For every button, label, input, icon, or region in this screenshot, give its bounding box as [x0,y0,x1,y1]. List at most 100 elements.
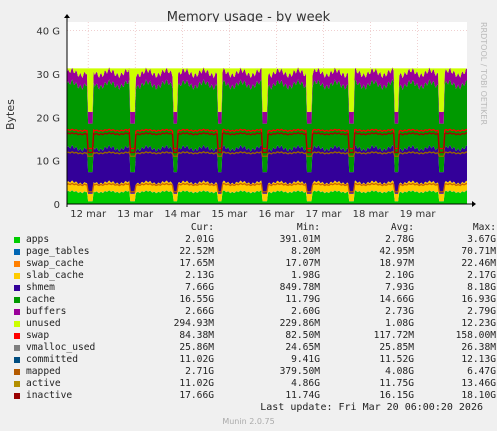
legend-max-value: 22.46M [461,258,496,269]
legend-min-value: 4.86G [291,378,320,389]
legend-min-value: 229.86M [279,318,320,329]
legend-cur-value: 2.66G [185,306,214,317]
legend-swatch [14,357,20,363]
legend-swatch [14,273,20,279]
legend-max-value: 158.00M [455,330,496,341]
legend-max-value: 3.67G [467,234,496,245]
series-lines [66,128,468,193]
legend-row-swap-cache: swap_cache 17.65M 17.07M 18.97M 22.46M [14,258,496,270]
legend-max-value: 12.23G [461,318,496,329]
legend-max-value: 70.71M [461,246,496,257]
legend-header-min: Min: [296,222,320,233]
legend-avg-value: 7.93G [385,282,414,293]
legend-swatch [14,345,20,351]
legend-swatch [14,393,20,399]
legend-row-vmalloc-used: vmalloc_used 25.86M 24.65M 25.85M 26.38M [14,342,496,354]
x-tick-label: 16 mar [258,209,295,220]
area-buffers [67,67,467,124]
y-tick-label: 20 G [36,113,60,124]
legend-swatch [14,237,20,243]
legend-series-name: active [26,378,61,389]
legend-series-name: committed [26,354,78,365]
legend-avg-value: 25.85M [379,342,414,353]
legend-series-name: inactive [26,390,73,401]
legend-avg-value: 117.72M [373,330,414,341]
last-update: Last update: Fri Mar 20 06:00:20 2026 [260,402,483,413]
legend-header: Cur: Min: Avg: Max: [14,222,496,234]
legend-row-committed: committed 11.02G 9.41G 11.52G 12.13G [14,354,496,366]
legend-cur-value: 294.93M [173,318,214,329]
legend-min-value: 24.65M [285,342,320,353]
legend-avg-value: 16.15G [379,390,414,401]
x-tick-label: 19 mar [400,209,437,220]
legend-swatch [14,369,20,375]
legend-row-page-tables: page_tables 22.52M 8.20M 42.95M 70.71M [14,246,496,258]
legend-avg-value: 2.10G [385,270,414,281]
legend-min-value: 849.78M [279,282,320,293]
x-axis-arrow [472,201,476,207]
x-tick-label: 17 mar [306,209,343,220]
x-tick-label: 12 mar [70,209,107,220]
x-tick-label: 15 mar [211,209,248,220]
legend-series-name: vmalloc_used [26,342,96,353]
legend-series-name: shmem [26,282,55,293]
legend-min-value: 2.60G [291,306,320,317]
legend-max-value: 12.13G [461,354,496,365]
legend-row-cache: cache 16.55G 11.79G 14.66G 16.93G [14,294,496,306]
legend-avg-value: 4.08G [385,366,414,377]
legend-max-value: 18.10G [461,390,496,401]
legend-max-value: 2.17G [467,270,496,281]
legend-avg-value: 2.73G [385,306,414,317]
legend-avg-value: 42.95M [379,246,414,257]
legend-cur-value: 84.38M [179,330,214,341]
legend-header-avg: Avg: [390,222,414,233]
legend-max-value: 26.38M [461,342,496,353]
area-slab-cache [67,180,467,202]
legend-series-name: page_tables [26,246,90,257]
y-tick-label: 40 G [36,27,60,38]
legend-cur-value: 7.66G [185,282,214,293]
legend-series-name: unused [26,318,61,329]
legend-swatch [14,285,20,291]
legend-max-value: 13.46G [461,378,496,389]
legend-row-apps: apps 2.01G 391.01M 2.78G 3.67G [14,234,496,246]
legend-cur-value: 17.66G [179,390,214,401]
legend-swatch [14,333,20,339]
legend-min-value: 8.20M [291,246,320,257]
legend-avg-value: 1.08G [385,318,414,329]
legend-max-value: 6.47G [467,366,496,377]
y-tick-labels: 0 10 G 20 G 30 G 40 G [36,27,60,211]
legend-series-name: mapped [26,366,61,377]
legend-cur-value: 2.01G [185,234,214,245]
area-cache [67,79,467,173]
legend-row-shmem: shmem 7.66G 849.78M 7.93G 8.18G [14,282,496,294]
legend-row-buffers: buffers 2.66G 2.60G 2.73G 2.79G [14,306,496,318]
legend-min-value: 11.74G [285,390,320,401]
legend-max-value: 16.93G [461,294,496,305]
stacked-areas [67,67,467,204]
line-mapped [66,182,468,193]
legend-cur-value: 11.02G [179,378,214,389]
legend-series-name: buffers [26,306,67,317]
line-inactive [66,131,468,154]
legend-row-active: active 11.02G 4.86G 11.75G 13.46G [14,378,496,390]
chart-title: Memory usage - by week [166,10,331,25]
area-apps [67,190,467,204]
legend-max-value: 2.79G [467,306,496,317]
legend-swatch [14,249,20,255]
y-tick-label: 10 G [36,157,60,168]
legend-row-mapped: mapped 2.71G 379.50M 4.08G 6.47G [14,366,496,378]
axes [64,14,476,207]
legend-min-value: 82.50M [285,330,320,341]
legend-row-inactive: inactive 17.66G 11.74G 16.15G 18.10G [14,390,496,402]
legend-avg-value: 11.75G [379,378,414,389]
legend-swatch [14,261,20,267]
legend-avg-value: 14.66G [379,294,414,305]
legend-min-value: 17.07M [285,258,320,269]
legend-swatch [14,381,20,387]
x-tick-labels: 12 mar 13 mar 14 mar 15 mar 16 mar 17 mar 18 m… [70,209,436,220]
legend-series-name: apps [26,234,50,245]
legend: Cur: Min: Avg: Max: apps 2.01G 391.01M 2.78… [14,222,496,402]
legend-row-swap: swap 84.38M 82.50M 117.72M 158.00M [14,330,496,342]
legend-cur-value: 25.86M [179,342,214,353]
